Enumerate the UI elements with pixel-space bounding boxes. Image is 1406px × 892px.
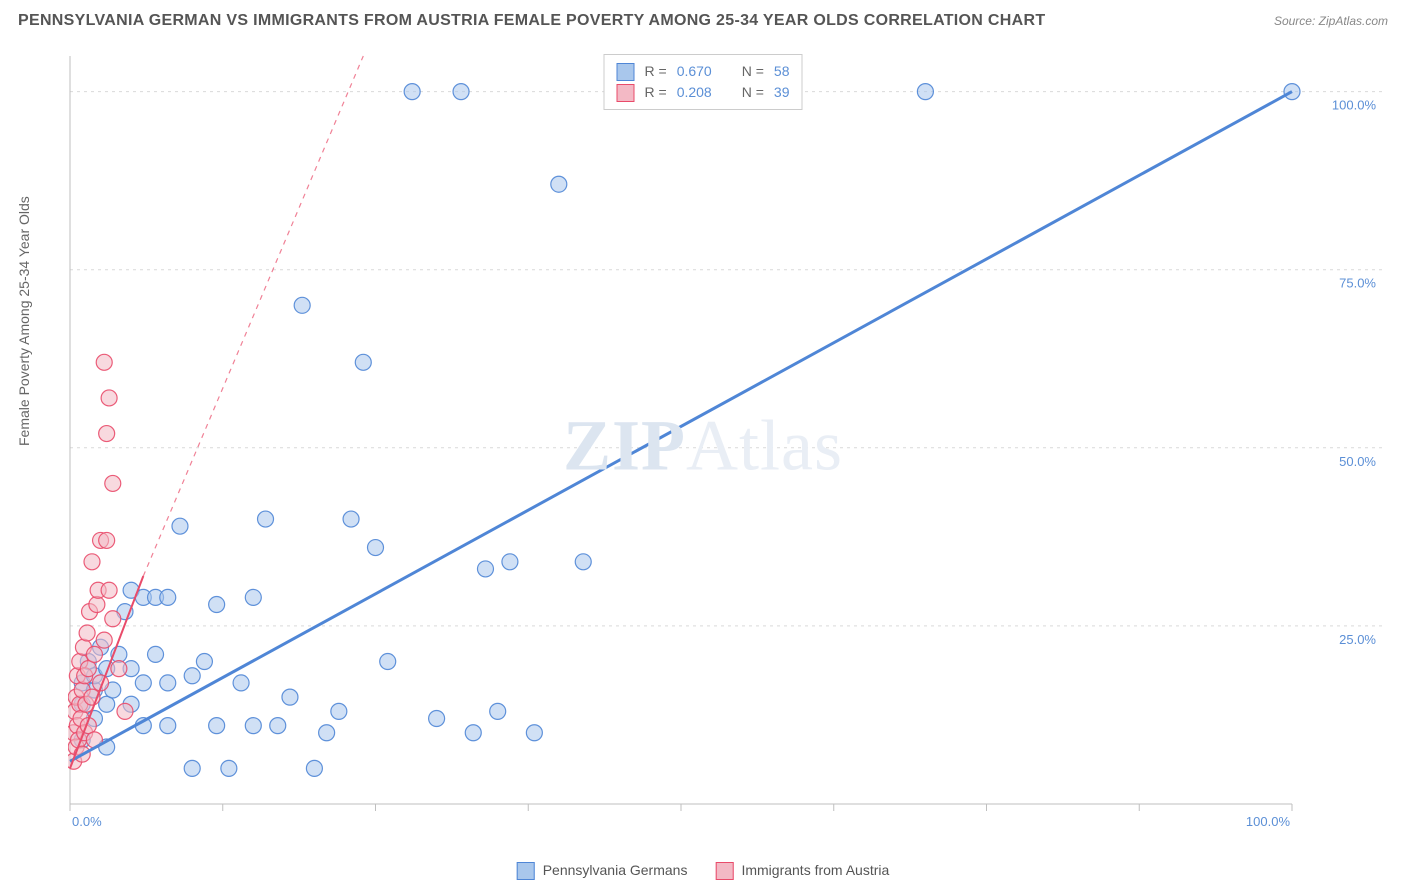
trend-line <box>70 92 1292 762</box>
data-point <box>184 668 200 684</box>
data-point <box>306 760 322 776</box>
x-tick-label: 0.0% <box>72 814 102 829</box>
data-point <box>117 703 133 719</box>
legend-label: Immigrants from Austria <box>741 862 889 878</box>
data-point <box>160 589 176 605</box>
data-point <box>96 354 112 370</box>
data-point <box>343 511 359 527</box>
data-point <box>453 84 469 100</box>
data-point <box>319 725 335 741</box>
legend-series: Pennsylvania Germans Immigrants from Aust… <box>517 862 890 880</box>
plot-area: 25.0% 50.0% 75.0% 100.0% 0.0% 100.0% <box>68 48 1382 834</box>
legend-swatch <box>617 84 635 102</box>
data-point <box>196 654 212 670</box>
data-point <box>101 582 117 598</box>
r-label: R = <box>645 82 667 103</box>
y-tick-label: 50.0% <box>1339 454 1376 469</box>
n-label: N = <box>742 61 764 82</box>
legend-swatch <box>617 63 635 81</box>
data-point <box>99 532 115 548</box>
data-point <box>209 597 225 613</box>
legend-swatch <box>715 862 733 880</box>
data-point <box>160 675 176 691</box>
data-point <box>368 540 384 556</box>
data-point <box>172 518 188 534</box>
data-point <box>258 511 274 527</box>
data-point <box>80 661 96 677</box>
data-point <box>917 84 933 100</box>
r-label: R = <box>645 61 667 82</box>
data-point <box>551 176 567 192</box>
data-point <box>148 646 164 662</box>
legend-item: Pennsylvania Germans <box>517 862 688 880</box>
x-tick-label: 100.0% <box>1246 814 1291 829</box>
data-point <box>477 561 493 577</box>
legend-swatch <box>517 862 535 880</box>
data-point <box>270 718 286 734</box>
legend-stat-row: R = 0.208 N = 39 <box>617 82 790 103</box>
data-point <box>355 354 371 370</box>
legend-stats: R = 0.670 N = 58 R = 0.208 N = 39 <box>604 54 803 110</box>
data-point <box>79 625 95 641</box>
data-point <box>184 760 200 776</box>
data-point <box>89 597 105 613</box>
data-point <box>99 426 115 442</box>
data-point <box>101 390 117 406</box>
legend-label: Pennsylvania Germans <box>543 862 688 878</box>
data-point <box>429 711 445 727</box>
legend-stat-row: R = 0.670 N = 58 <box>617 61 790 82</box>
data-point <box>502 554 518 570</box>
r-value: 0.670 <box>677 61 712 82</box>
data-point <box>209 718 225 734</box>
y-tick-label: 100.0% <box>1332 98 1377 113</box>
data-point <box>380 654 396 670</box>
data-point <box>160 718 176 734</box>
source-attribution: Source: ZipAtlas.com <box>1274 14 1388 28</box>
data-point <box>575 554 591 570</box>
data-point <box>294 297 310 313</box>
data-point <box>86 646 102 662</box>
data-point <box>233 675 249 691</box>
data-point <box>490 703 506 719</box>
data-point <box>465 725 481 741</box>
chart-title: PENNSYLVANIA GERMAN VS IMMIGRANTS FROM A… <box>18 12 1388 30</box>
data-point <box>245 718 261 734</box>
n-label: N = <box>742 82 764 103</box>
y-tick-label: 75.0% <box>1339 276 1376 291</box>
data-point <box>105 611 121 627</box>
r-value: 0.208 <box>677 82 712 103</box>
trend-line-extrapolated <box>143 56 363 576</box>
data-point <box>404 84 420 100</box>
legend-item: Immigrants from Austria <box>715 862 889 880</box>
n-value: 39 <box>774 82 790 103</box>
n-value: 58 <box>774 61 790 82</box>
y-axis-label: Female Poverty Among 25-34 Year Olds <box>16 196 32 446</box>
data-point <box>282 689 298 705</box>
data-point <box>221 760 237 776</box>
data-point <box>245 589 261 605</box>
data-point <box>135 675 151 691</box>
data-point <box>99 696 115 712</box>
data-point <box>96 632 112 648</box>
data-point <box>105 475 121 491</box>
y-tick-label: 25.0% <box>1339 632 1376 647</box>
data-point <box>84 554 100 570</box>
title-bar: PENNSYLVANIA GERMAN VS IMMIGRANTS FROM A… <box>18 12 1388 40</box>
data-point <box>526 725 542 741</box>
data-point <box>111 661 127 677</box>
data-point <box>331 703 347 719</box>
scatter-chart: 25.0% 50.0% 75.0% 100.0% 0.0% 100.0% <box>68 48 1382 834</box>
